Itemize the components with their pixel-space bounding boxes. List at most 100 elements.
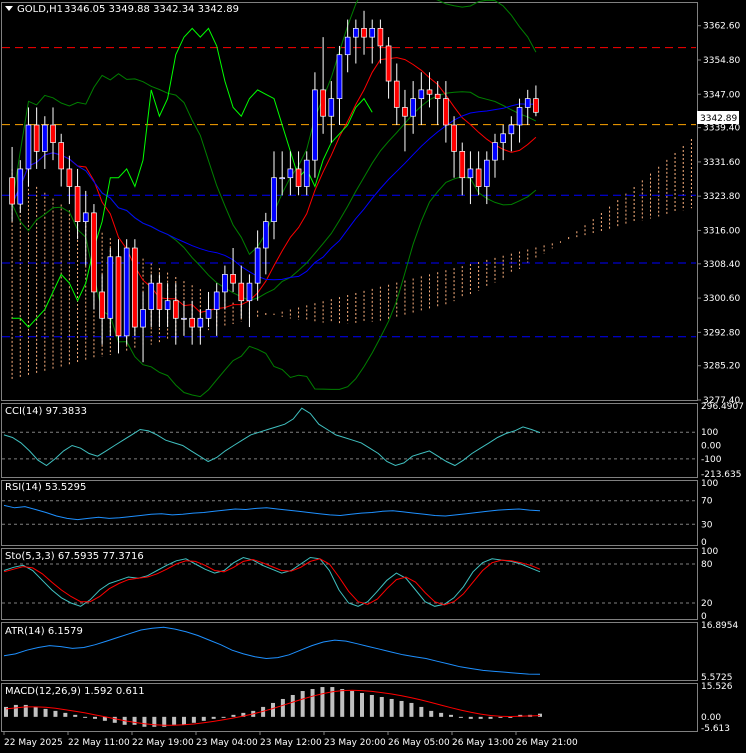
- candle: [320, 89, 326, 117]
- candle: [140, 309, 146, 328]
- candle: [164, 300, 171, 310]
- indicator-series-line: [3, 504, 541, 521]
- candle: [483, 159, 490, 187]
- cci-panel[interactable]: 296.4907 100 0.00 -100 -213.635: [2, 402, 744, 480]
- macd-histogram-bar: [191, 716, 196, 723]
- panel-frames: [1, 2, 698, 732]
- macd-histogram-bar: [399, 700, 404, 717]
- time-tick-label: 22 May 11:00: [68, 738, 130, 748]
- candle: [148, 282, 155, 310]
- macd-histogram-bar: [231, 714, 236, 717]
- candle: [336, 54, 343, 99]
- candle: [303, 159, 310, 187]
- candle: [254, 247, 261, 284]
- candle: [459, 151, 466, 179]
- candle: [172, 300, 179, 319]
- price-tick-label: 3277.40: [703, 396, 740, 406]
- price-tick-label: 3347.00: [703, 90, 740, 100]
- candle: [263, 221, 269, 249]
- candle: [74, 186, 81, 222]
- time-tick-label: 23 May 04:00: [196, 738, 258, 748]
- price-axis: 3362.60 3354.80 3347.00 3339.40 3331.60 3323.…: [697, 22, 740, 406]
- cci-title: CCI(14) 97.3833: [5, 406, 87, 417]
- macd-histogram-bar: [43, 708, 48, 717]
- atr-panel[interactable]: 16.8954 5.5725: [3, 621, 738, 683]
- candle: [107, 256, 114, 319]
- price-tick-label: 3300.60: [703, 294, 740, 304]
- macd-title: MACD(12,26,9) 1.592 0.611: [5, 686, 145, 697]
- macd-histogram-bar: [221, 716, 226, 718]
- macd-histogram-bar: [478, 716, 483, 719]
- candle: [402, 107, 408, 117]
- macd-histogram-bar: [498, 716, 503, 718]
- candle: [82, 212, 89, 222]
- macd-histogram-bar: [172, 716, 177, 725]
- time-tick-label: 26 May 05:00: [388, 738, 450, 748]
- time-tick-label: 23 May 20:00: [324, 738, 386, 748]
- rsi-title: RSI(14) 53.5295: [5, 482, 86, 493]
- macd-histogram-bar: [83, 716, 88, 718]
- candle: [353, 28, 359, 38]
- indicator-series-line: [3, 407, 541, 467]
- current-price-label: 3342.89: [700, 114, 737, 124]
- candle: [222, 274, 228, 293]
- macd-histogram-bar: [261, 706, 266, 717]
- indicator-axis-label: 5.5725: [701, 673, 733, 683]
- candle: [132, 247, 138, 328]
- candle: [33, 124, 40, 152]
- time-tick-label: 26 May 13:00: [452, 738, 514, 748]
- indicator-axis-label: 296.4907: [701, 402, 744, 412]
- cci-frame: [1, 403, 698, 478]
- candle: [443, 98, 449, 126]
- macd-axis-label: 15.526: [701, 682, 733, 692]
- candle: [9, 177, 15, 205]
- candle: [287, 168, 294, 179]
- macd-histogram-bar: [132, 716, 137, 725]
- macd-histogram-bar: [310, 689, 315, 717]
- indicator-axis-label: -100: [701, 455, 722, 465]
- candle: [197, 317, 204, 328]
- macd-histogram-bar: [458, 716, 463, 718]
- macd-histogram-bar: [468, 716, 473, 719]
- candle: [279, 177, 285, 180]
- candle: [230, 274, 236, 284]
- macd-histogram-bar: [4, 706, 8, 717]
- candle: [115, 256, 122, 337]
- time-tick-label: 22 May 2025: [4, 738, 63, 748]
- macd-panel[interactable]: 15.526 0.00-5.613: [4, 682, 733, 734]
- candle: [361, 28, 367, 38]
- indicator-series-line: [3, 556, 541, 607]
- macd-histogram-bar: [280, 698, 285, 717]
- candle: [500, 133, 506, 143]
- stochastic-panel[interactable]: 100 80 20 0: [2, 547, 718, 622]
- indicator-axis-label: 20: [701, 599, 713, 609]
- candle: [91, 212, 97, 293]
- macd-histogram-bar: [33, 706, 38, 717]
- macd-histogram-bar: [93, 716, 97, 719]
- price-tick-label: 3292.80: [703, 328, 740, 338]
- macd-histogram-bar: [389, 698, 394, 717]
- macd-histogram-bar: [300, 691, 305, 717]
- macd-histogram-bar: [112, 716, 117, 723]
- candle: [99, 291, 105, 319]
- macd-histogram-bar: [63, 712, 68, 717]
- macd-histogram-bar: [439, 712, 444, 717]
- macd-histogram-bar: [350, 691, 355, 717]
- macd-histogram-bar: [429, 710, 434, 717]
- indicator-axis-label: 0.00: [701, 442, 721, 452]
- price-tick-label: 3323.80: [703, 192, 740, 202]
- candle: [58, 142, 65, 170]
- candle: [328, 98, 335, 117]
- price-panel[interactable]: [2, 0, 696, 398]
- candle: [492, 142, 498, 161]
- price-tick-label: 3339.40: [703, 124, 740, 134]
- candle: [385, 45, 392, 82]
- rsi-panel[interactable]: 100 70 30 0: [2, 479, 718, 548]
- macd-histogram-bar: [488, 716, 493, 719]
- time-tick-label: 23 May 12:00: [260, 738, 322, 748]
- candle: [369, 28, 376, 38]
- triangle-down-icon[interactable]: [5, 6, 13, 11]
- candle: [426, 89, 433, 95]
- candle: [410, 98, 416, 117]
